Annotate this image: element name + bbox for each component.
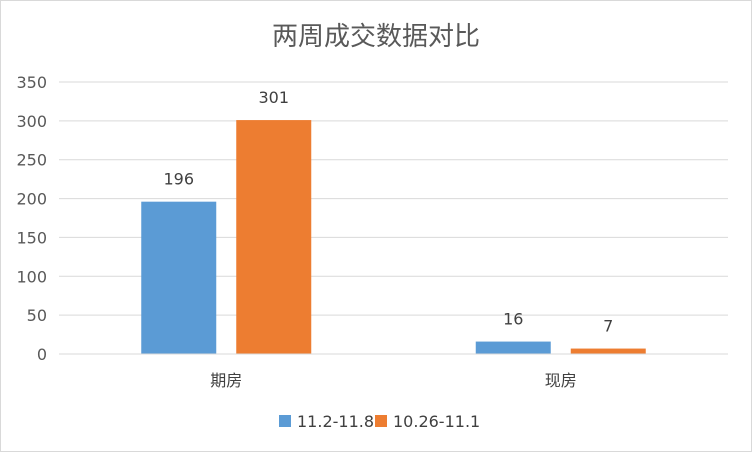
x-axis: 期房 现房 (59, 353, 728, 390)
data-label: 301 (258, 88, 289, 107)
y-tick-label: 250 (16, 151, 47, 170)
bar-series2 (236, 120, 312, 354)
data-label: 7 (603, 317, 613, 336)
y-tick-label: 300 (16, 112, 47, 131)
x-category-label: 期房 (210, 371, 242, 390)
y-tick-label: 50 (27, 306, 47, 325)
legend-label: 10.26-11.1 (393, 412, 480, 431)
legend-swatch (279, 415, 291, 427)
y-tick-label: 350 (16, 73, 47, 92)
legend-label: 11.2-11.8 (297, 412, 374, 431)
bar-series1 (141, 201, 217, 354)
y-axis: 0 50 100 150 200 250 300 350 (16, 73, 47, 364)
y-tick-label: 200 (16, 190, 47, 209)
bar-series2 (570, 348, 646, 354)
bar-series1 (475, 341, 551, 354)
data-label: 16 (503, 310, 523, 329)
data-labels: 196 301 16 7 (163, 88, 613, 335)
legend: 11.2-11.8 10.26-11.1 (279, 412, 480, 431)
legend-swatch (375, 415, 387, 427)
chart-title: 两周成交数据对比 (272, 22, 480, 52)
y-tick-label: 150 (16, 228, 47, 247)
bars (141, 120, 646, 354)
data-label: 196 (163, 170, 194, 189)
x-category-label: 现房 (545, 371, 577, 390)
y-tick-label: 0 (37, 345, 47, 364)
y-tick-label: 100 (16, 267, 47, 286)
